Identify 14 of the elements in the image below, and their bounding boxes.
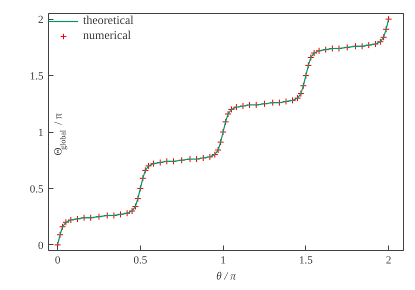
y-tick-label: 2: [38, 14, 44, 26]
y-tick-label: 0: [38, 240, 44, 252]
x-tick-label: 2: [386, 254, 392, 266]
x-tick-label: 1: [220, 254, 226, 266]
y-tick-label: 1.5: [30, 70, 44, 83]
x-tick-label: 1.5: [298, 254, 314, 266]
x-axis-title: θ / π: [216, 270, 236, 282]
x-tick-label: 0.5: [133, 254, 148, 266]
x-tick-label: 0: [54, 254, 61, 266]
legend-label: numerical: [83, 28, 131, 43]
y-tick-label: 1: [38, 127, 44, 139]
legend-label: theoretical: [83, 13, 134, 28]
y-axis-title: Θglobal / π: [52, 112, 68, 156]
y-tick-label: 0.5: [30, 183, 44, 196]
